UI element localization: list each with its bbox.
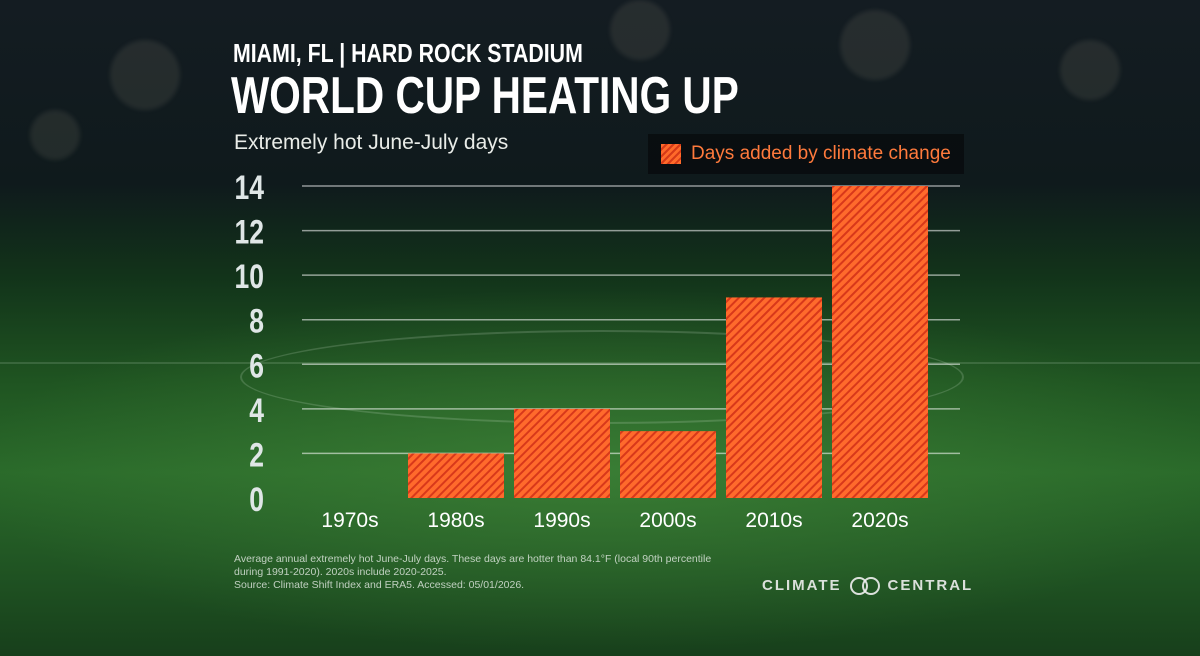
linked-rings-icon [848,576,882,595]
brand-text-right: CENTRAL [887,576,974,594]
bar-1990s [514,408,610,498]
legend-swatch [661,144,681,164]
x-tick-label: 2020s [851,509,908,532]
location-subtitle: MIAMI, FL | HARD ROCK STADIUM [233,38,583,68]
bokeh-light [840,10,910,80]
y-tick-label: 14 [234,169,264,207]
footnote-source: Source: Climate Shift Index and ERA5. Ac… [234,579,525,591]
legend: Days added by climate change [648,134,964,174]
bar-2000s [620,431,716,498]
bokeh-light [30,110,80,160]
y-tick-label: 4 [249,392,264,430]
chart-title: WORLD CUP HEATING UP [231,67,739,125]
metric-label: Extremely hot June-July days [234,131,509,154]
legend-label: Days added by climate change [691,143,951,164]
x-tick-label: 1970s [321,509,378,532]
x-tick-label: 2010s [745,509,802,532]
bar-2020s [832,186,928,498]
x-tick-label: 1980s [427,509,484,532]
x-tick-label: 1990s [533,509,590,532]
bokeh-light [1060,40,1120,100]
bar-2010s [726,297,822,498]
brand-text-left: CLIMATE [762,576,842,594]
y-tick-label: 6 [249,347,264,385]
y-tick-label: 0 [249,481,264,519]
bar-1980s [408,453,504,498]
y-axis-ticks: 0 2 4 6 8 10 12 14 [234,169,264,519]
y-tick-label: 10 [234,258,264,296]
x-axis-labels: 1970s 1980s 1990s 2000s 2010s 2020s [321,509,908,532]
footnote-line: Average annual extremely hot June-July d… [234,553,712,565]
y-tick-label: 12 [234,213,264,251]
bokeh-light [110,40,180,110]
bars [408,186,928,498]
footnote-line: during 1991-2020). 2020s include 2020-20… [234,566,447,578]
climate-central-logo: CLIMATE CENTRAL [762,576,974,595]
footnote: Average annual extremely hot June-July d… [234,553,774,592]
y-tick-label: 2 [249,436,264,474]
y-tick-label: 8 [249,303,264,341]
bokeh-light [610,0,670,60]
x-tick-label: 2000s [639,509,696,532]
